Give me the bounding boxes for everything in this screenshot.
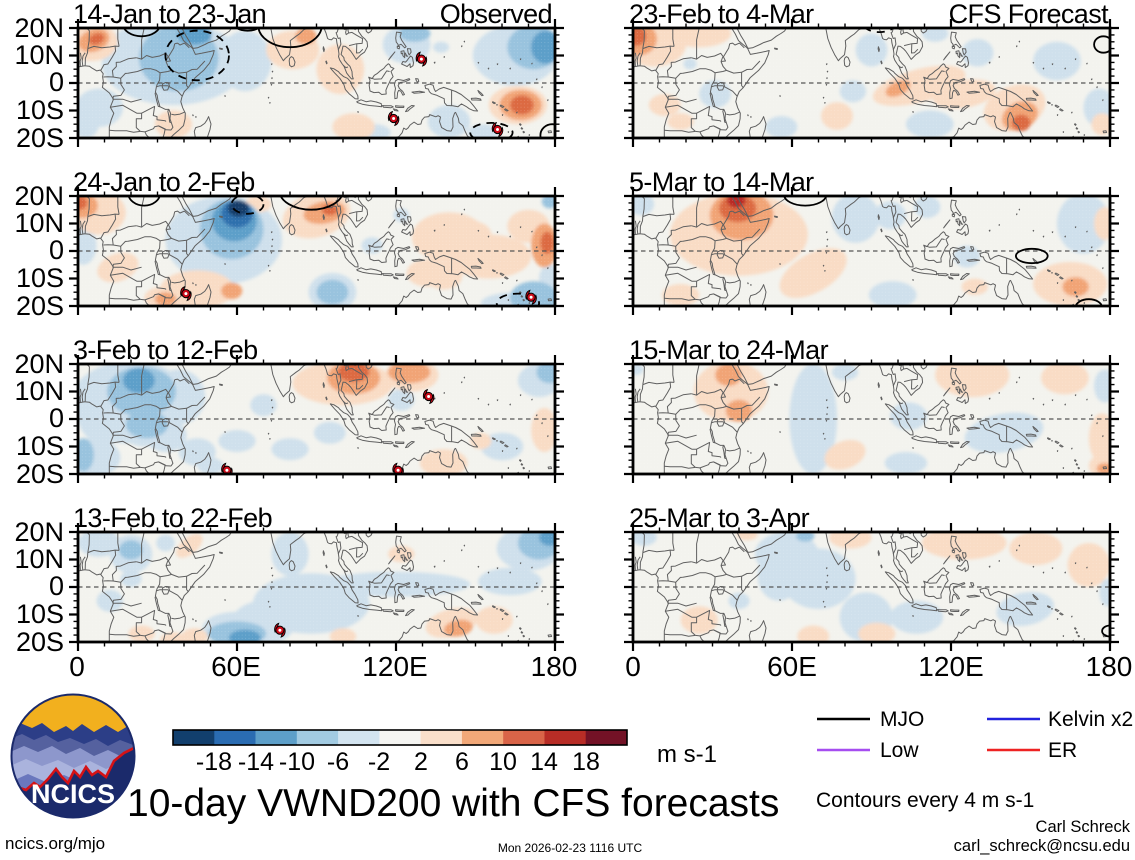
svg-text:NCICS: NCICS xyxy=(31,779,115,809)
